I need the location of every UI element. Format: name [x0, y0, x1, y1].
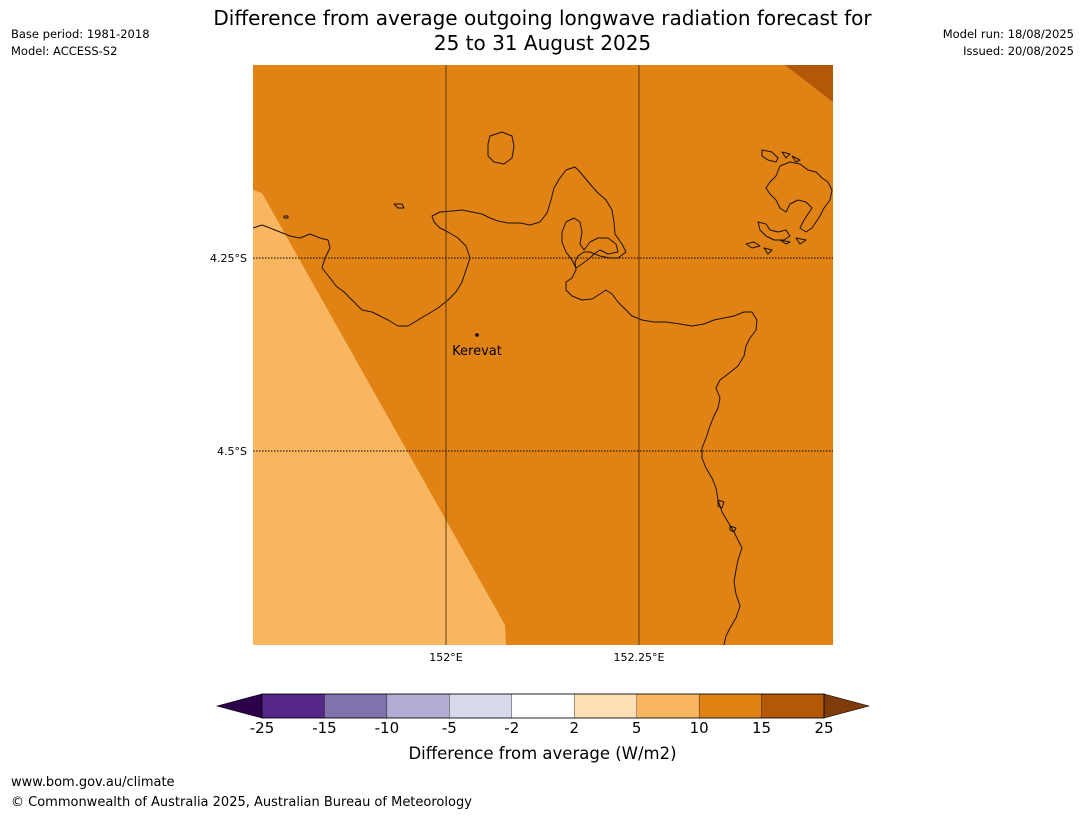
chart-title: Difference from average outgoing longwav…	[150, 6, 935, 56]
colorbar	[215, 693, 871, 719]
model-text: Model: ACCESS-S2	[11, 44, 118, 58]
colorbar-box	[511, 693, 575, 719]
lat-label-4-5: 4.5°S	[217, 445, 247, 458]
meta-right: Model run: 18/08/2025 Issued: 20/08/2025	[943, 26, 1074, 60]
model-run-text: Model run: 18/08/2025	[942, 27, 1074, 41]
title-line-1: Difference from average outgoing longwav…	[213, 6, 872, 30]
band-5-10	[253, 190, 506, 645]
anomaly-map: 4.25°S 4.5°S 152°E 152.25°E Kerevat	[210, 65, 833, 664]
issued-text: Issued: 20/08/2025	[963, 44, 1074, 58]
colorbar-tick-label: -15	[312, 719, 337, 737]
colorbar-tick-label: -5	[441, 719, 457, 737]
colorbar-box	[636, 693, 700, 719]
footer-copyright: © Commonwealth of Australia 2025, Austra…	[11, 795, 472, 810]
coastline	[253, 131, 833, 645]
lon-label-152-25: 152.25°E	[614, 651, 665, 664]
colorbar-extend-low	[215, 693, 263, 719]
colorbar-box	[698, 693, 762, 719]
colorbar-tick-label: 2	[569, 719, 579, 737]
colorbar-box	[449, 693, 512, 719]
colorbar-tick-label: -2	[504, 719, 520, 737]
colorbar-box	[574, 693, 637, 719]
meta-left: Base period: 1981-2018 Model: ACCESS-S2	[11, 26, 150, 60]
colorbar-tick-label: 15	[752, 719, 772, 737]
colorbar-box	[324, 693, 388, 719]
title-line-2: 25 to 31 August 2025	[433, 31, 652, 55]
place-marker	[475, 333, 479, 337]
base-period-text: Base period: 1981-2018	[11, 27, 150, 41]
colorbar-tick-label: -10	[374, 719, 400, 737]
colorbar-box	[386, 693, 450, 719]
colorbar-boxes	[261, 693, 825, 719]
colorbar-tick-label: 10	[689, 719, 709, 737]
place-label-kerevat: Kerevat	[452, 344, 502, 359]
band-15-25	[785, 65, 833, 102]
colorbar-box	[261, 693, 325, 719]
colorbar-box	[761, 693, 825, 719]
footer-url[interactable]: www.bom.gov.au/climate	[11, 775, 175, 790]
colorbar-tick-label: 5	[631, 719, 642, 737]
colorbar-label: Difference from average (W/m2)	[408, 744, 677, 763]
colorbar-tick-label: -25	[249, 719, 275, 737]
colorbar-extend-high	[823, 693, 871, 719]
lat-label-4-25: 4.25°S	[210, 252, 247, 265]
lon-label-152: 152°E	[429, 651, 462, 664]
colorbar-tick-label: 25	[814, 719, 834, 737]
